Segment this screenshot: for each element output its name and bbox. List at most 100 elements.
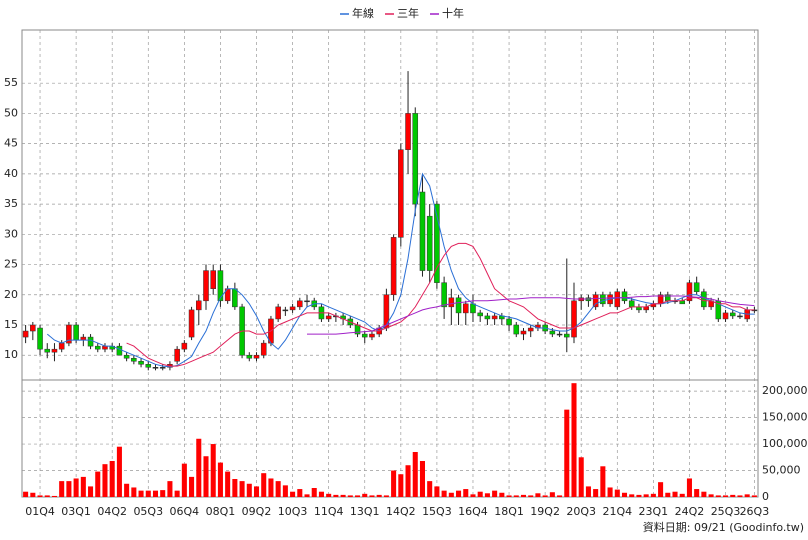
volume-bar xyxy=(448,492,454,497)
volume-bar xyxy=(109,461,115,497)
candle-body xyxy=(513,324,520,335)
volume-bar xyxy=(701,491,707,497)
candle-body xyxy=(66,324,72,344)
ma-line xyxy=(46,172,755,368)
candle-body xyxy=(470,303,476,314)
candle-body xyxy=(196,300,202,311)
candle-body xyxy=(232,288,238,308)
candle-body xyxy=(506,318,512,326)
candle-body xyxy=(621,291,628,302)
candle-body xyxy=(138,361,144,365)
volume-bar xyxy=(600,466,606,497)
x-tick-label: 03Q1 xyxy=(61,505,91,518)
candle-body xyxy=(571,300,577,338)
candle-body xyxy=(729,312,736,317)
candle-body xyxy=(131,357,137,362)
candle-body xyxy=(527,327,534,332)
volume-bar xyxy=(456,490,462,497)
x-tick-label: 10Q3 xyxy=(278,505,308,518)
candle-body xyxy=(246,354,253,359)
x-tick-label: 23Q1 xyxy=(639,505,669,518)
volume-bar xyxy=(253,486,260,497)
volume-bar xyxy=(419,461,425,497)
volume-bar xyxy=(196,438,202,497)
ma-line xyxy=(126,242,755,367)
candle-body xyxy=(693,282,700,292)
candle-body xyxy=(116,345,123,356)
volume-bar xyxy=(369,495,375,497)
volume-bar xyxy=(362,493,368,497)
volume-bar xyxy=(650,493,656,497)
volume-bar xyxy=(23,491,29,497)
candle-body xyxy=(51,348,58,353)
candle-body xyxy=(701,291,707,308)
volume-bar xyxy=(167,481,173,497)
volume-bar xyxy=(217,462,223,497)
candle-body xyxy=(145,364,152,368)
y-tick-label: 55 xyxy=(4,76,18,89)
volume-bar xyxy=(145,490,151,497)
candle-body xyxy=(462,303,469,314)
volume-bar xyxy=(174,490,180,497)
candle-body xyxy=(123,354,130,359)
volume-bar xyxy=(124,483,130,497)
volume-bar xyxy=(131,487,137,497)
x-tick-label: 09Q2 xyxy=(242,505,272,518)
y-tick-label: 50 xyxy=(4,106,18,119)
volume-bar xyxy=(578,457,584,497)
volume-bar xyxy=(585,486,591,497)
volume-bar xyxy=(398,474,404,497)
x-tick-label: 15Q3 xyxy=(422,505,452,518)
volume-bar xyxy=(59,481,65,497)
volume-bar xyxy=(66,481,72,497)
volume-bar xyxy=(160,490,166,497)
volume-bar xyxy=(347,495,353,497)
volume-bar xyxy=(535,493,541,497)
volume-bar xyxy=(239,481,245,497)
y-tick-label: 10 xyxy=(4,348,18,361)
candle-body xyxy=(289,306,296,311)
candle-body xyxy=(491,315,498,320)
candle-body xyxy=(22,330,29,338)
volume-bar xyxy=(564,409,570,497)
source-note: 資料日期: 09/21 (Goodinfo.tw) xyxy=(643,520,804,534)
candle-body xyxy=(30,324,36,332)
volume-bar xyxy=(152,490,159,497)
volume-bar xyxy=(326,493,332,497)
candle-body xyxy=(361,333,368,338)
volume-bar xyxy=(730,494,736,497)
volume-bar xyxy=(484,493,490,497)
volume-bar xyxy=(225,471,231,497)
candle-body xyxy=(217,270,224,302)
candle-body xyxy=(260,342,267,356)
candle-body xyxy=(152,367,159,369)
volume-bar xyxy=(593,489,599,497)
volume-bar xyxy=(297,489,303,497)
volume-bar xyxy=(528,495,534,497)
candle-body xyxy=(73,324,79,341)
candle-body xyxy=(737,315,743,318)
candle-body xyxy=(628,300,635,308)
volume-bar xyxy=(333,494,339,497)
y-tick-label: 40 xyxy=(4,167,18,180)
volume-bar xyxy=(477,491,483,497)
candle-body xyxy=(592,294,599,308)
y2-tick-label: 0 xyxy=(762,490,769,503)
volume-bar xyxy=(434,486,440,497)
x-tick-label: 04Q2 xyxy=(97,505,127,518)
volume-bar xyxy=(73,478,79,497)
volume-bar xyxy=(210,444,216,497)
volume-bar xyxy=(290,491,296,497)
candle-body xyxy=(405,113,411,150)
legend-label: 十年 xyxy=(442,6,464,20)
ma-line xyxy=(307,295,755,335)
volume-bar xyxy=(232,479,238,497)
volume-bar xyxy=(694,489,700,497)
candle-body xyxy=(549,330,556,335)
volume-bar xyxy=(181,463,187,497)
candle-body xyxy=(520,330,527,335)
x-tick-label: 18Q1 xyxy=(494,505,524,518)
volume-bar xyxy=(665,492,671,497)
candle-body xyxy=(174,348,180,362)
